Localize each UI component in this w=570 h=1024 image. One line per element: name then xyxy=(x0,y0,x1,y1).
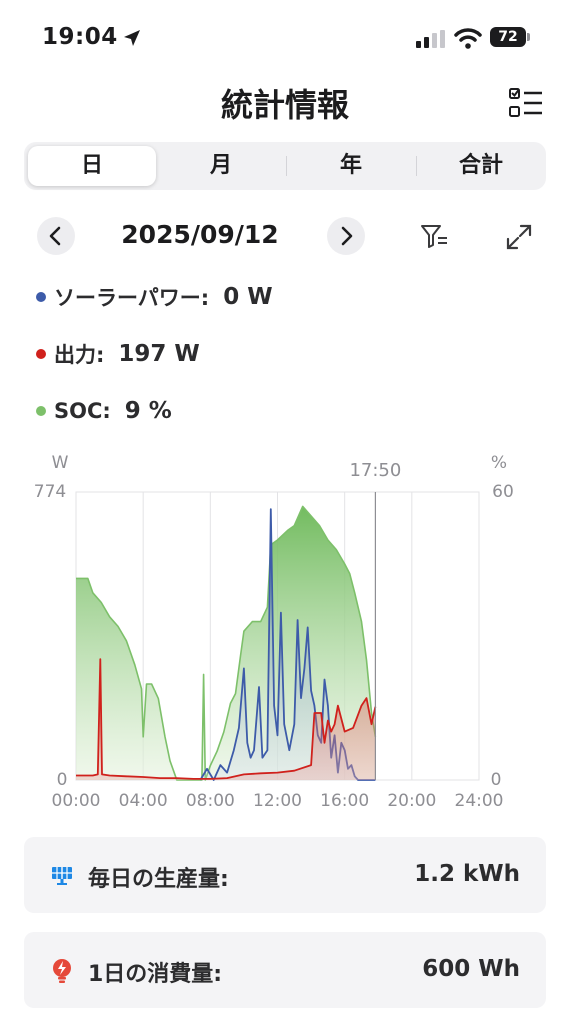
tab-year[interactable]: 年 xyxy=(339,153,362,178)
cellular-signal-icon xyxy=(416,30,445,48)
tab-month[interactable]: 月 xyxy=(209,153,232,178)
series-area-output xyxy=(76,659,376,780)
daily-production-label: 毎日の生産量: xyxy=(88,867,229,892)
battery-indicator: 72 xyxy=(490,27,530,47)
battery-tip xyxy=(527,33,530,41)
x-tick-label: 20:00 xyxy=(387,791,436,811)
power-chart[interactable]: 00:00 04:00 08:00 12:00 16:00 20:00 24:00 17:50… xyxy=(0,446,570,818)
legend-soc-value: 9 % xyxy=(124,398,172,424)
checklist-icon[interactable] xyxy=(508,86,544,120)
chevron-left-icon xyxy=(49,226,61,246)
chevron-right-icon xyxy=(341,226,353,246)
tab-day[interactable]: 日 xyxy=(28,146,156,186)
status-bar: 19:04 72 xyxy=(0,0,570,78)
legend-dot-soc xyxy=(36,406,46,416)
cursor-time-label: 17:50 xyxy=(349,460,401,481)
y-left-max-label: 774 xyxy=(34,482,66,502)
location-arrow-icon xyxy=(124,30,140,46)
wifi-icon xyxy=(454,28,482,49)
solar-panel-icon xyxy=(52,867,72,885)
battery-level: 72 xyxy=(490,27,526,47)
y-left-unit: W xyxy=(52,453,69,473)
legend-solar-value: 0 W xyxy=(223,284,273,310)
daily-production-value: 1.2 kWh xyxy=(414,861,520,887)
legend-output-label: 出力: xyxy=(54,343,105,367)
y-right-min-label: 0 xyxy=(491,770,502,790)
expand-icon[interactable] xyxy=(505,223,533,251)
legend-output: 出力: 197 W xyxy=(36,339,200,369)
daily-consumption-card: 1日の消費量: 600 Wh xyxy=(24,932,546,1008)
page-title: 統計情報 xyxy=(220,86,349,124)
daily-consumption-label: 1日の消費量: xyxy=(88,962,223,987)
legend-solar: ソーラーパワー: 0 W xyxy=(36,282,273,312)
daily-consumption-value: 600 Wh xyxy=(422,956,520,982)
legend-output-value: 197 W xyxy=(118,341,200,367)
period-segmented-control: 日 月 年 合計 xyxy=(24,142,546,190)
tab-divider xyxy=(416,156,417,176)
bulb-icon xyxy=(53,959,71,983)
legend-soc: SOC: 9 % xyxy=(36,396,172,426)
legend-soc-label: SOC: xyxy=(54,399,111,423)
x-tick-label: 12:00 xyxy=(253,791,302,811)
current-date[interactable]: 2025/09/12 xyxy=(121,220,279,249)
x-tick-label: 16:00 xyxy=(320,791,369,811)
daily-production-card: 毎日の生産量: 1.2 kWh xyxy=(24,837,546,913)
status-time: 19:04 xyxy=(42,24,118,50)
x-tick-label: 24:00 xyxy=(455,791,504,811)
next-date-button[interactable] xyxy=(327,217,365,255)
filter-icon[interactable] xyxy=(420,223,450,251)
legend-dot-output xyxy=(36,349,46,359)
series-line-output xyxy=(76,658,377,780)
x-tick-label: 08:00 xyxy=(186,791,235,811)
y-right-unit: % xyxy=(491,453,507,473)
series-area-solar xyxy=(200,509,376,780)
y-right-max-label: 60 xyxy=(492,482,514,502)
tab-divider xyxy=(286,156,287,176)
legend-solar-label: ソーラーパワー: xyxy=(54,286,210,310)
prev-date-button[interactable] xyxy=(37,217,75,255)
legend-dot-solar xyxy=(36,292,46,302)
series-line-soc xyxy=(76,505,377,781)
x-tick-label: 00:00 xyxy=(52,791,101,811)
x-tick-label: 04:00 xyxy=(119,791,168,811)
tab-total[interactable]: 合計 xyxy=(458,153,503,178)
y-left-min-label: 0 xyxy=(57,770,68,790)
